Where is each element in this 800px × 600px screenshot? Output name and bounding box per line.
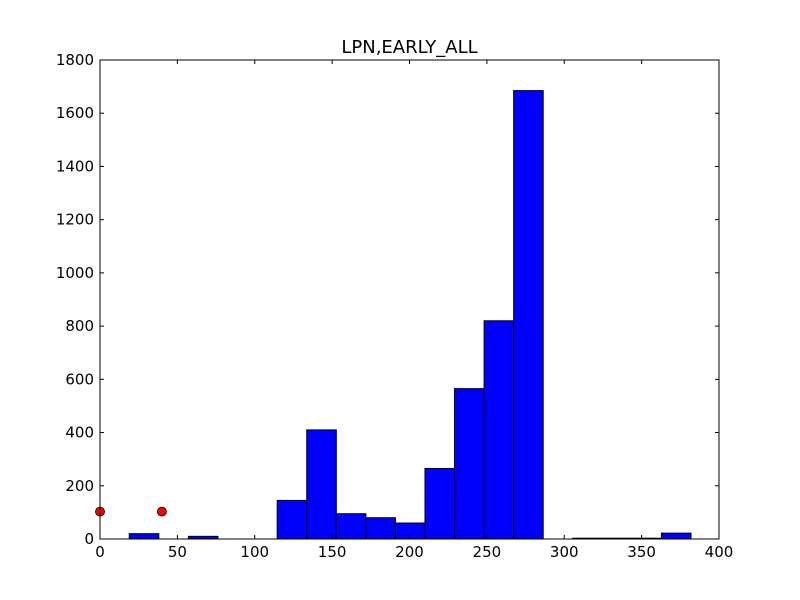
y-tick-label-1: 200 [65,477,94,495]
y-tick-label-3: 600 [65,370,94,388]
histogram-bar-2 [276,499,308,540]
y-tick-label-9: 1800 [56,51,94,69]
y-tick-label-0: 0 [84,530,94,548]
histogram-bar-5 [365,517,396,540]
x-tick-label-3: 150 [318,543,347,561]
x-tick-label-4: 200 [395,543,424,561]
histogram-bar-9 [483,320,515,540]
histogram-bar-3 [306,429,337,540]
y-tick-label-2: 400 [65,424,94,442]
ticks-layer: 0 50 100 150 200 250 300 350 400 0 200 400 600 800 100… [56,51,734,561]
x-tick-label-2: 100 [240,543,269,561]
histogram-bar-14 [660,532,692,540]
marker-point-1 [156,506,167,517]
x-tick-label-1: 50 [168,543,187,561]
histogram-bar-0 [128,533,160,540]
histogram-bar-7 [424,467,456,540]
x-tick-label-7: 350 [627,543,656,561]
y-tick-label-7: 1400 [56,157,94,175]
x-tick-label-6: 300 [550,543,579,561]
histogram-bar-10 [513,90,544,540]
x-tick-label-0: 0 [95,543,105,561]
histogram-bar-6 [394,522,426,540]
histogram-bar-4 [335,513,367,540]
y-tick-label-6: 1200 [56,211,94,229]
y-tick-label-5: 1000 [56,264,94,282]
histogram-bar-8 [454,388,485,540]
y-tick-label-8: 1600 [56,104,94,122]
x-tick-label-5: 250 [473,543,502,561]
bars-layer [128,90,692,540]
chart-title: LPN,EARLY_ALL [341,37,477,58]
y-tick-label-4: 800 [65,317,94,335]
x-tick-label-8: 400 [705,543,734,561]
